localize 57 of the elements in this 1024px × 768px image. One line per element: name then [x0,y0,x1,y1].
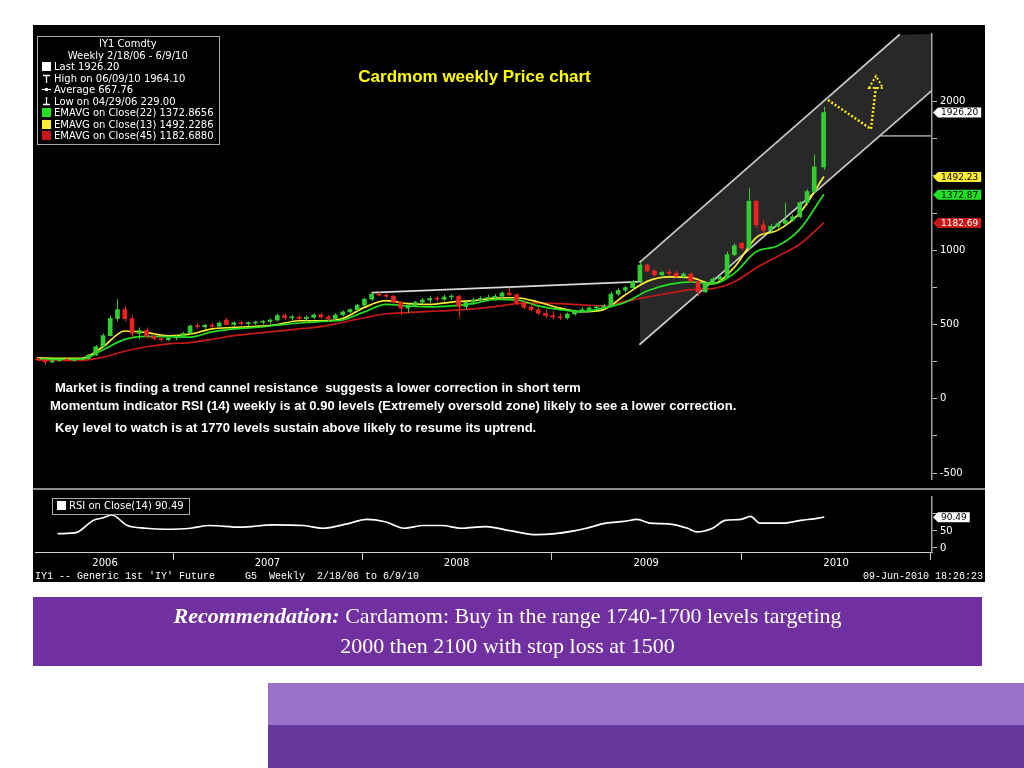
candlestick [790,214,795,223]
y-tick-label: 1000 [940,243,966,255]
x-tick-label: 2007 [254,556,281,568]
annotation: Low on 04/29/06 229.00 [54,95,176,107]
candlestick [333,312,338,321]
candlestick [391,294,396,305]
candlestick [289,314,295,321]
y-tick-label: 2000 [940,95,966,107]
candlestick [136,326,142,340]
candlestick [260,319,266,325]
text: 1182.69 [941,217,979,228]
candlestick [64,357,69,362]
candlestick [151,332,157,342]
candlestick [311,312,316,320]
candlestick [659,270,665,279]
annotation: High on 06/09/10 1964.10 [54,72,186,84]
legend-label: EMAVG on Close(22) 1372.8656 [54,107,214,119]
y-tick-label: 0 [940,392,947,404]
text: 90.49 [941,512,968,523]
candlestick [681,271,686,279]
text: Recommendation: Cardamom: Buy in the range 1740-1700 levels targeting 2000 then 2100 with stop loss at 1500 [33,597,982,666]
candlestick [535,306,541,317]
text: 1372.87 [941,189,979,200]
y-tick-label: 50 [940,524,953,536]
candlestick [144,326,149,340]
annotation: Last 1926.20 [54,61,120,73]
candlestick [623,285,628,294]
line-series [36,222,825,362]
text: Cardmom weekly Price chart [358,66,592,86]
annotation: Weekly 2/18/06 - 6/9/10 [66,49,189,61]
candlestick [195,322,200,330]
y-tick-label: -500 [940,466,963,478]
legend-label: EMAVG on Close(45) 1182.6880 [54,130,214,142]
y-tick-label: 500 [940,318,960,330]
text: 09-Jun-2010 18:26:23 [862,570,983,582]
annotation: Key level to watch is at 1770 levels sustain above likely to resume its uptrend. [55,419,537,435]
annotation: Momentum indicator RSI (14) weekly is at 0.90 levels (Extremely oversold zone) likely to see a lower correction. [50,397,737,413]
annotation: Average 667.76 [54,84,134,96]
candlestick [245,321,251,327]
x-tick-label: 2006 [92,556,118,568]
candlestick [673,269,679,279]
x-tick-label: 2008 [443,556,470,568]
candlestick [57,358,62,363]
candlestick [543,309,548,319]
annotation: Market is finding a trend cannel resistance suggests a lower correction in short term [55,379,581,395]
legend-title: IY1 Comdty [97,38,158,50]
y-tick-label: 0 [940,541,947,553]
text: IY1 -- Generic 1st 'IY' Future G5 Weekly 2/18/06 to 6/9/10 [35,570,420,582]
legend-label: EMAVG on Close(13) 1492.2286 [54,118,214,130]
candlestick [282,312,287,321]
x-tick-label: 2009 [633,556,659,568]
x-tick-label: 2010 [823,556,849,568]
candlestick [782,202,788,226]
text: 1492.23 [941,171,979,182]
text: 1926.20 [941,107,979,118]
legend-label: RSI on Close(14) 90.49 [69,500,184,512]
line-series [57,514,825,536]
